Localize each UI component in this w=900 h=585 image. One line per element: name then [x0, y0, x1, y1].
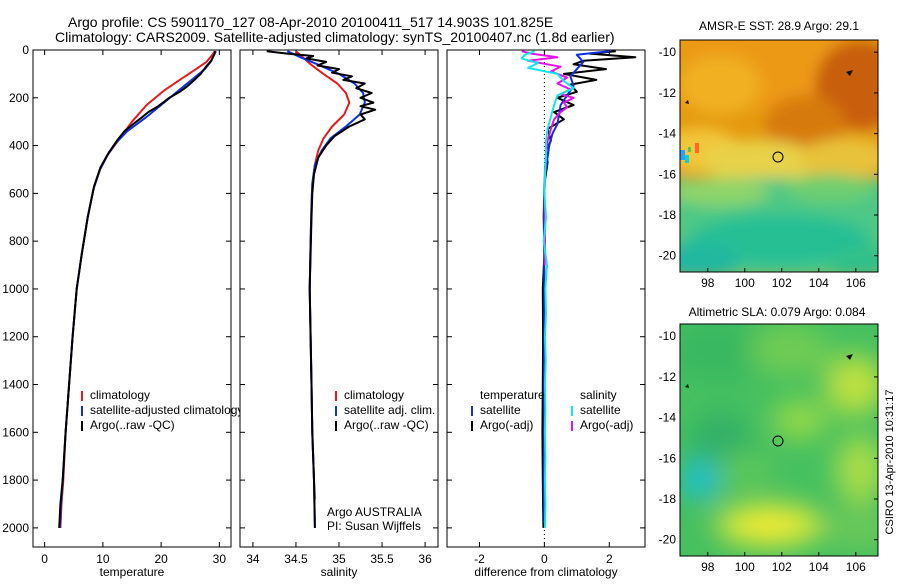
sla-map-ytick-label: -18 — [659, 492, 677, 506]
temperature-legend-label: satellite-adjusted climatology — [90, 403, 243, 417]
sst-map-ticks: 98 100 102 104 106 -10 -12 -14 -16 -18 -20 — [659, 45, 878, 290]
difference-legend-label: salinity — [580, 388, 617, 402]
sla-map-ytick-label: -20 — [659, 533, 677, 547]
difference-series-line — [520, 50, 575, 528]
difference-xtick-label: 2 — [606, 552, 613, 566]
sla-map-panel: Altimetric SLA: 0.079 Argo: 0.084 98 100 1 — [659, 305, 879, 574]
temperature-legend-label: climatology — [90, 388, 150, 402]
salinity-xtick-label: 34 — [246, 552, 260, 566]
difference-xlabel: difference from climatology — [474, 565, 617, 579]
sla-map-ytick-label: -10 — [659, 329, 677, 343]
temperature-ytick-label: 1200 — [2, 330, 29, 344]
difference-legend-label: satellite — [480, 403, 521, 417]
temperature-series-line — [58, 50, 217, 528]
sla-map-xtick-label: 102 — [772, 560, 792, 574]
temperature-ytick-label: 0 — [22, 43, 29, 57]
difference-series-line — [541, 50, 637, 528]
temperature-ytick-label: 800 — [9, 234, 29, 248]
sst-map-ytick-label: -18 — [659, 208, 677, 222]
sla-heatmap — [680, 324, 878, 556]
temperature-legend-label: Argo(..raw -QC) — [90, 418, 175, 432]
sla-map-ytick-label: -14 — [659, 411, 677, 425]
temperature-ytick-label: 2000 — [2, 521, 29, 535]
sla-map-xtick-label: 104 — [809, 560, 829, 574]
salinity-annotation: PI: Susan Wijffels — [327, 519, 421, 533]
sla-map-xtick-label: 98 — [701, 560, 715, 574]
sla-map-xtick-label: 106 — [846, 560, 866, 574]
sst-map-xtick-label: 102 — [772, 276, 792, 290]
salinity-xtick-label: 36 — [418, 552, 432, 566]
argo-position-marker — [772, 435, 784, 447]
sst-map-title: AMSR-E SST: 28.9 Argo: 29.1 — [699, 19, 859, 33]
salinity-annotation: Argo AUSTRALIA — [327, 505, 422, 519]
temperature-ytick-label: 1000 — [2, 282, 29, 296]
temperature-ytick-label: 1800 — [2, 473, 29, 487]
sst-map-xtick-label: 98 — [701, 276, 715, 290]
csiro-timestamp: CSIRO 13-Apr-2010 10:31:17 — [884, 390, 896, 535]
sla-map-ytick-label: -16 — [659, 451, 677, 465]
sst-map-ytick-label: -12 — [659, 86, 677, 100]
difference-xtick-label: -2 — [474, 552, 485, 566]
salinity-profile-panel: 34 34.5 35 35.5 36 salinity climatologysatelli… — [239, 49, 439, 579]
difference-series-line — [542, 50, 610, 524]
sla-map-ytick-label: -12 — [659, 370, 677, 384]
salinity-legend-label: climatology — [344, 388, 404, 402]
sst-map-ytick-label: -20 — [659, 249, 677, 263]
difference-legend-label: satellite — [580, 403, 621, 417]
salinity-legend-label: Argo(..raw -QC) — [344, 418, 429, 432]
sst-map-ytick-label: -14 — [659, 127, 677, 141]
salinity-series-line — [266, 50, 377, 528]
temperature-xtick-label: 10 — [96, 552, 110, 566]
temperature-xtick-label: 20 — [154, 552, 168, 566]
figure-title-line2: Climatology: CARS2009. Satellite-adjuste… — [55, 29, 615, 45]
sla-map-title: Altimetric SLA: 0.079 Argo: 0.084 — [689, 305, 866, 319]
sst-map-xtick-label: 100 — [735, 276, 755, 290]
temperature-ytick-label: 400 — [9, 139, 29, 153]
salinity-xtick-label: 35.5 — [370, 552, 394, 566]
temperature-ytick-label: 600 — [9, 186, 29, 200]
difference-legend-label: Argo(-adj) — [580, 418, 633, 432]
temperature-profile-panel: 0 10 20 30 0 200 400 600 800 1000 1200 1400 1600 1800… — [2, 43, 243, 579]
difference-legend-label: Argo(-adj) — [480, 418, 533, 432]
sla-map-xtick-label: 100 — [735, 560, 755, 574]
figure-title-line1: Argo profile: CS 5901170_127 08-Apr-2010… — [68, 14, 553, 30]
sst-map-xtick-label: 104 — [809, 276, 829, 290]
sla-map-ticks: 98 100 102 104 106 -10 -12 -14 -16 -18 -20 — [659, 329, 878, 574]
sst-map-panel: AMSR-E SST: 28.9 Argo: 29.1 — [659, 19, 879, 290]
salinity-xtick-label: 34.5 — [284, 552, 308, 566]
salinity-axes-frame — [239, 49, 439, 548]
sst-heatmap — [680, 40, 878, 272]
temperature-xtick-label: 0 — [41, 552, 48, 566]
sst-map-ytick-label: -10 — [659, 45, 677, 59]
temperature-ytick-label: 1600 — [2, 425, 29, 439]
temperature-ytick-label: 200 — [9, 91, 29, 105]
temperature-ytick-label: 1400 — [2, 378, 29, 392]
difference-legend-label: temperature — [480, 388, 545, 402]
temperature-xtick-label: 30 — [213, 552, 227, 566]
salinity-xtick-label: 35 — [332, 552, 346, 566]
difference-xtick-label: 0 — [541, 552, 548, 566]
salinity-xlabel: salinity — [321, 565, 358, 579]
salinity-legend-label: satellite adj. clim. — [344, 403, 435, 417]
sst-map-xtick-label: 106 — [846, 276, 866, 290]
argo-position-marker — [772, 151, 784, 163]
temperature-xlabel: temperature — [100, 565, 165, 579]
temperature-axes-frame — [32, 49, 232, 548]
sst-map-ytick-label: -16 — [659, 167, 677, 181]
